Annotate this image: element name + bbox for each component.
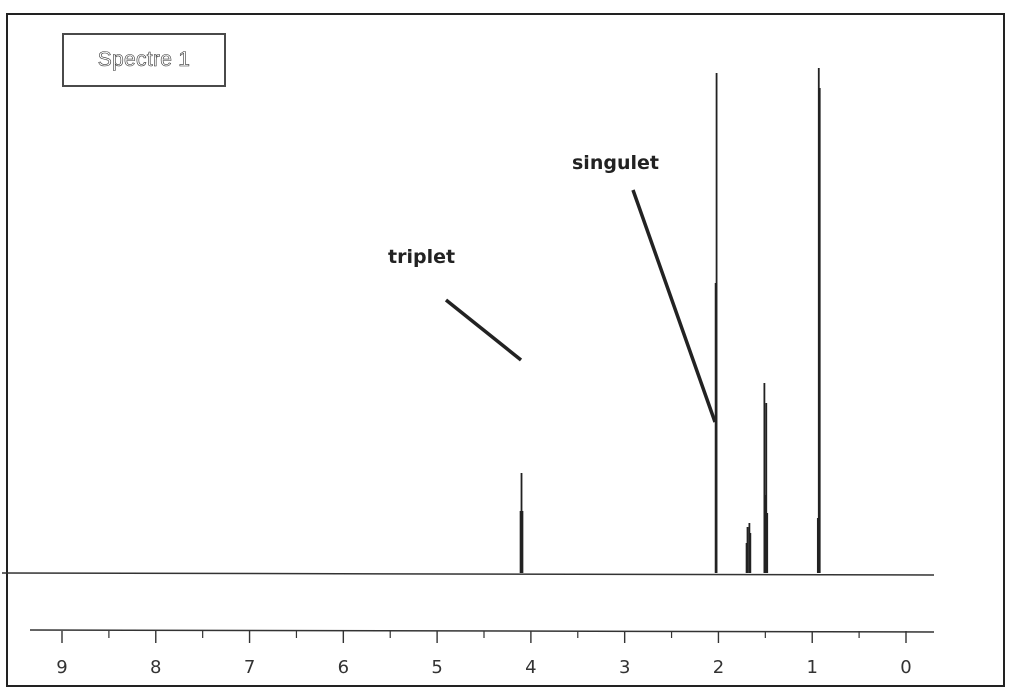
triplet-annotation: triplet bbox=[388, 246, 456, 268]
x-tick-label: 5 bbox=[431, 657, 442, 678]
x-tick-label: 3 bbox=[619, 657, 630, 678]
x-tick-label: 7 bbox=[244, 657, 255, 678]
x-axis-ticks: 9 8 7 6 5 4 3 2 1 0 bbox=[56, 631, 912, 678]
singulet-annotation: singulet bbox=[572, 152, 659, 174]
frame-border bbox=[6, 13, 1005, 687]
spectrum-title-box: Spectre 1 bbox=[62, 33, 226, 87]
spectrum-peaks bbox=[519, 68, 821, 573]
x-tick-label: 2 bbox=[713, 657, 724, 678]
x-tick-label: 8 bbox=[150, 657, 161, 678]
spectrum-baseline bbox=[1, 572, 935, 576]
x-tick-label: 1 bbox=[806, 657, 817, 678]
singulet-leader-line bbox=[631, 189, 717, 423]
x-tick-label: 0 bbox=[900, 657, 911, 678]
triplet-leader-line bbox=[444, 298, 523, 362]
x-tick-label: 9 bbox=[56, 657, 67, 678]
spectrum-title: Spectre 1 bbox=[97, 48, 191, 72]
x-tick-label: 6 bbox=[338, 657, 349, 678]
x-axis-line bbox=[29, 629, 935, 633]
x-tick-label: 4 bbox=[525, 657, 536, 678]
